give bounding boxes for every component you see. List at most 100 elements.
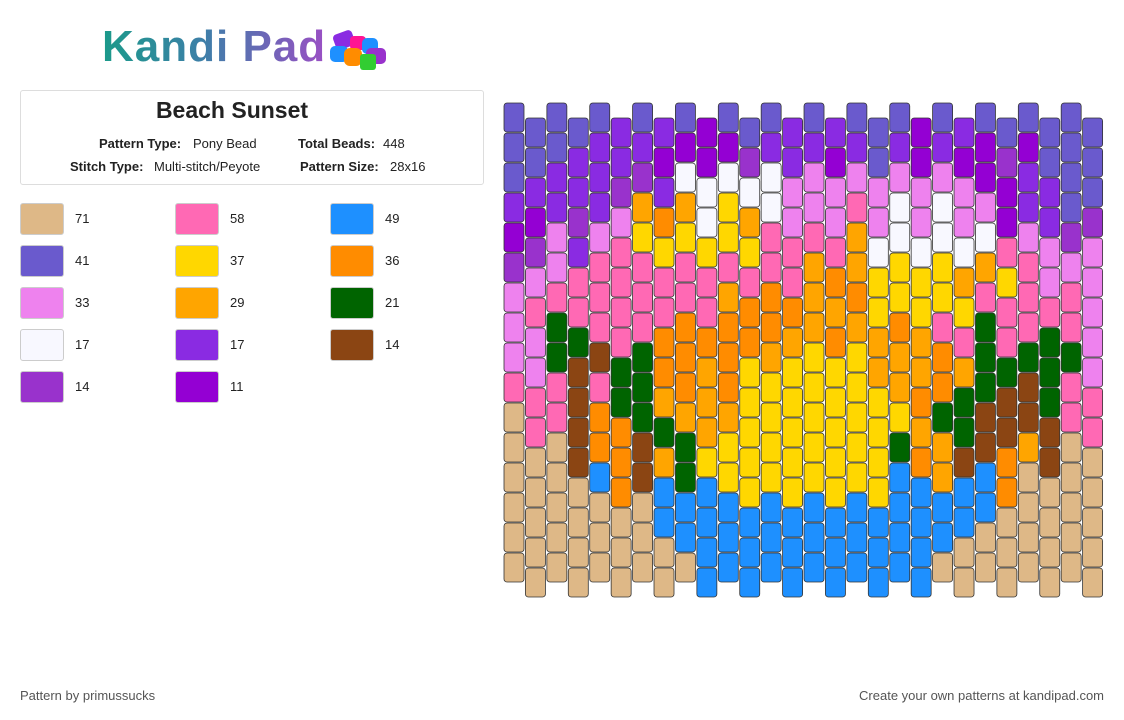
bead: [1017, 552, 1039, 583]
author[interactable]: Pattern by primussucks: [20, 688, 156, 703]
bead: [1082, 357, 1104, 388]
bead: [610, 417, 632, 448]
color-swatch: [20, 371, 64, 403]
bead: [1060, 372, 1082, 403]
bead: [567, 297, 589, 328]
bead: [675, 342, 696, 373]
bead: [610, 477, 632, 508]
bead: [610, 237, 632, 268]
bead: [653, 387, 675, 418]
bead: [717, 492, 739, 523]
bead: [1039, 147, 1061, 178]
bead: [782, 297, 803, 328]
bead: [546, 102, 568, 133]
bead: [589, 222, 611, 253]
bead: [932, 132, 954, 163]
bead: [610, 357, 632, 388]
bead: [953, 297, 975, 328]
bead: [696, 147, 718, 178]
bead: [739, 537, 761, 568]
bead: [760, 312, 782, 343]
bead: [1039, 357, 1061, 388]
field-label: Total Beads:: [298, 136, 376, 151]
bead: [1082, 267, 1104, 298]
bead: [1060, 402, 1082, 433]
bead: [1017, 342, 1039, 373]
bead: [1060, 312, 1082, 343]
bead: [546, 462, 568, 493]
bead: [525, 567, 546, 598]
bead: [803, 222, 825, 253]
bead: [1039, 237, 1061, 268]
bead: [696, 417, 718, 448]
bead: [632, 312, 653, 343]
bead: [782, 537, 803, 568]
bead-count: 17: [75, 337, 90, 352]
bead: [867, 357, 889, 388]
bead: [846, 192, 868, 223]
color-swatch: [330, 245, 374, 277]
bead: [760, 402, 782, 433]
bead: [846, 162, 868, 193]
bead: [932, 372, 954, 403]
bead-count: 33: [75, 295, 90, 310]
cta-link[interactable]: Create your own patterns at kandipad.com: [859, 688, 1104, 703]
bead: [910, 147, 932, 178]
bead: [846, 372, 868, 403]
bead: [503, 192, 525, 223]
bead: [889, 282, 911, 313]
bead: [717, 372, 739, 403]
bead: [1017, 312, 1039, 343]
bead: [675, 102, 696, 133]
bead: [889, 552, 911, 583]
bead: [953, 237, 975, 268]
bead: [739, 147, 761, 178]
bead: [803, 132, 825, 163]
bead: [782, 507, 803, 538]
bead-count: 41: [75, 253, 90, 268]
bead: [910, 417, 932, 448]
bead: [782, 117, 803, 148]
bead: [653, 567, 675, 598]
bead: [889, 432, 911, 463]
bead: [610, 537, 632, 568]
bead: [825, 117, 846, 148]
bead: [825, 147, 846, 178]
bead: [503, 282, 525, 313]
field-label: Stitch Type:: [70, 159, 144, 174]
bead: [589, 522, 611, 553]
bead: [846, 432, 868, 463]
bead: [525, 267, 546, 298]
bead: [610, 507, 632, 538]
bead: [975, 462, 996, 493]
bead: [739, 417, 761, 448]
bead: [1060, 222, 1082, 253]
bead: [1060, 432, 1082, 463]
bead: [525, 297, 546, 328]
logo[interactable]: Kandi Pad: [102, 22, 327, 71]
bead: [975, 402, 996, 433]
bead: [867, 147, 889, 178]
bead: [546, 432, 568, 463]
color-swatch: [20, 329, 64, 361]
bead: [525, 507, 546, 538]
bead: [1082, 237, 1104, 268]
bead: [953, 177, 975, 208]
bead: [503, 312, 525, 343]
bead: [760, 282, 782, 313]
bead: [975, 102, 996, 133]
bead: [696, 357, 718, 388]
bead: [546, 132, 568, 163]
bead: [867, 207, 889, 238]
bead: [932, 522, 954, 553]
bead: [846, 222, 868, 253]
bead: [932, 342, 954, 373]
bead: [717, 342, 739, 373]
bead: [503, 552, 525, 583]
bead: [503, 432, 525, 463]
bead: [675, 432, 696, 463]
bead: [975, 342, 996, 373]
bead: [503, 252, 525, 283]
bead: [739, 357, 761, 388]
bead: [760, 132, 782, 163]
